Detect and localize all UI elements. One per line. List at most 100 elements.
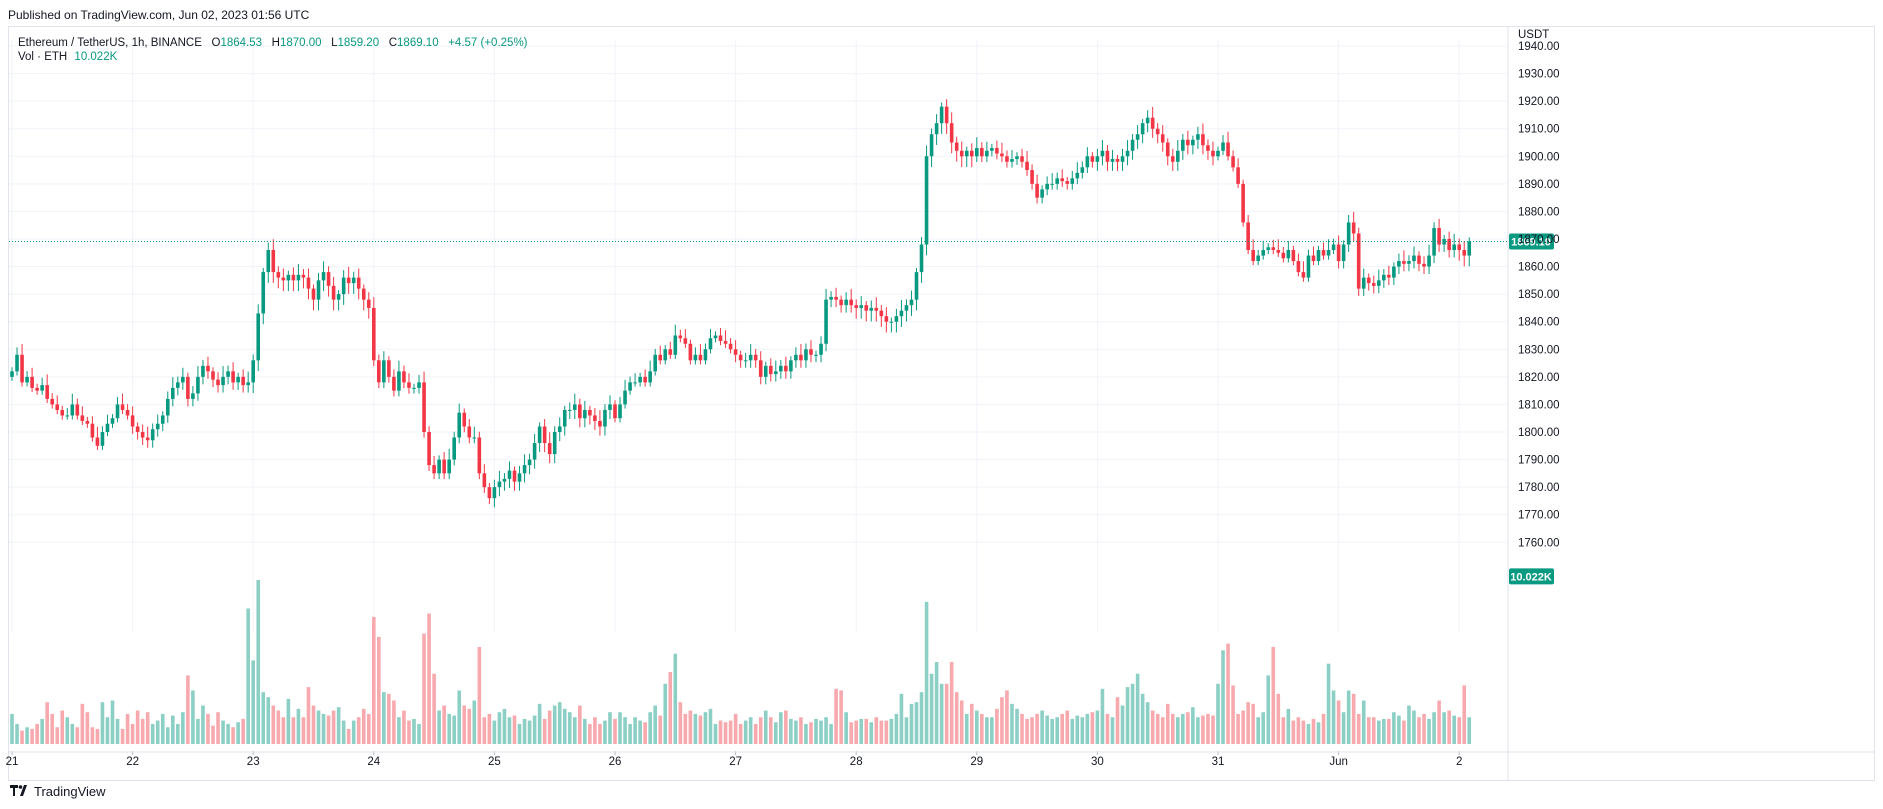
candle-body — [1301, 272, 1306, 278]
volume-bar — [1040, 710, 1044, 744]
volume-bar — [1382, 718, 1386, 744]
volume-bar — [356, 717, 361, 744]
volume-bar — [65, 717, 70, 744]
candle-body — [397, 371, 401, 391]
candle-body — [1145, 117, 1150, 124]
volume-bar — [1261, 712, 1266, 744]
volume-bar — [1135, 673, 1140, 744]
candle-body — [372, 307, 376, 361]
volume-bar — [738, 723, 743, 744]
footer-brand[interactable]: TradingView — [10, 784, 106, 799]
volume-bar — [1402, 720, 1406, 744]
candle-body — [191, 393, 195, 399]
volume-bar — [959, 700, 964, 744]
volume-bar — [829, 723, 833, 744]
volume-bar — [1145, 702, 1150, 744]
candle-body — [1286, 250, 1291, 259]
volume-bar — [10, 713, 14, 744]
volume-bar — [779, 712, 783, 744]
candle-body — [1467, 241, 1472, 256]
candle-body — [1412, 255, 1416, 262]
volume-bar — [1095, 710, 1100, 744]
legend-open-value: 1864.53 — [220, 37, 263, 49]
candle-body — [723, 341, 728, 344]
candle-body — [1281, 252, 1286, 259]
candle-body — [1346, 222, 1351, 245]
candle-body — [713, 335, 718, 339]
volume-bar — [618, 712, 622, 744]
volume-bar — [1186, 712, 1190, 744]
candle-body — [839, 299, 843, 306]
candle-body — [155, 423, 160, 430]
candle-body — [889, 321, 894, 323]
volume-bar — [613, 718, 617, 744]
legend-close-value: 1869.10 — [397, 37, 439, 49]
candle-body — [45, 385, 49, 399]
candle-body — [1105, 150, 1110, 162]
volume-bar — [457, 690, 462, 744]
volume-bar — [914, 702, 919, 744]
legend-open-label: O — [211, 37, 221, 49]
price-axis: 1760.00 1770.00 1780.00 1790.00 1800.00 1810.… — [1507, 27, 1560, 780]
volume-bar — [1326, 663, 1331, 744]
volume-bar — [165, 727, 170, 744]
volume-bar — [196, 718, 200, 744]
candle-body — [422, 382, 426, 432]
candle-body — [578, 404, 582, 419]
volume-bar — [346, 728, 351, 744]
candle-body — [105, 423, 110, 432]
candle-body — [1226, 142, 1230, 157]
volume-bar — [1397, 715, 1401, 744]
candle-body — [321, 272, 326, 281]
candle-body — [633, 382, 637, 384]
candle-body — [1080, 167, 1085, 173]
volume-bar — [1361, 700, 1366, 744]
candle-body — [387, 360, 391, 377]
volume-bar — [35, 723, 39, 744]
volume-bar — [1422, 713, 1426, 744]
volume-bar — [1341, 712, 1346, 744]
volume-bar — [392, 700, 396, 744]
candle-body — [784, 365, 788, 372]
time-tick-label: 27 — [729, 756, 742, 768]
candle-body — [65, 415, 70, 417]
volume-bar — [407, 720, 411, 744]
volume-bar — [145, 712, 150, 744]
volume-bar — [1025, 718, 1029, 744]
candle-body — [412, 387, 416, 389]
volume-bar — [990, 717, 994, 744]
candle-body — [638, 376, 642, 383]
candle-body — [733, 349, 738, 355]
volume-bar — [276, 710, 281, 744]
candle-body — [794, 354, 798, 361]
candle-body — [1407, 261, 1411, 264]
candle-body — [110, 418, 115, 424]
volume-bar — [638, 720, 642, 744]
volume-label: Vol · ETH — [18, 51, 68, 63]
volume-bar — [537, 703, 542, 744]
volume-bar — [728, 720, 733, 744]
candle-body — [231, 371, 235, 383]
candle-body — [90, 423, 95, 438]
candle-body — [588, 409, 592, 416]
legend-low-label: L — [331, 37, 338, 49]
volume-bar — [1437, 700, 1441, 744]
volume-bar — [50, 713, 54, 744]
candle-body — [211, 371, 215, 380]
volume-bar — [527, 720, 532, 744]
volume-bar — [1090, 712, 1095, 744]
candle-body — [1110, 159, 1115, 162]
candle-body — [688, 343, 693, 361]
candle-body — [1231, 156, 1235, 168]
candle-body — [1366, 277, 1371, 284]
volume-bar — [1226, 643, 1230, 744]
time-tick-label: 22 — [126, 756, 139, 768]
volume-bar — [608, 712, 612, 744]
time-tick-label: 2 — [1456, 756, 1462, 768]
candle-body — [497, 481, 502, 488]
last-price-label: 1869.10 — [1511, 236, 1551, 248]
candle-body — [583, 409, 587, 419]
volume-bar — [45, 702, 49, 744]
volume-bar — [301, 717, 306, 744]
